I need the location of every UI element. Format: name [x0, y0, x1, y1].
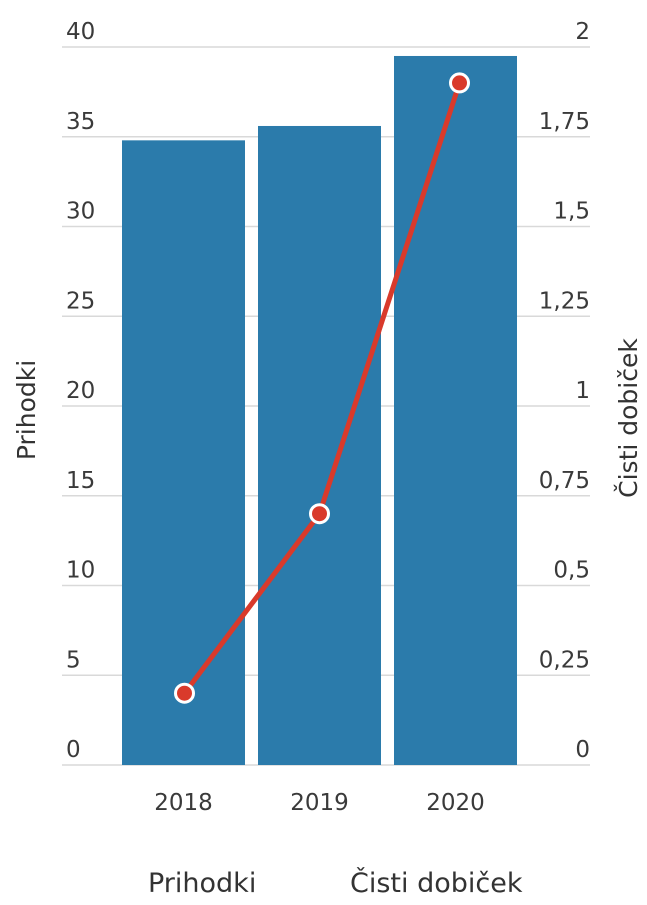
y-right-tick-label: 1,75 [539, 109, 590, 135]
y-left-tick-label: 25 [66, 288, 95, 314]
y-right-tick-label: 2 [575, 19, 590, 45]
y-right-tick-label: 1 [575, 378, 590, 404]
y-left-tick-label: 10 [66, 558, 95, 584]
y-left-tick-label: 5 [66, 647, 81, 673]
legend: Prihodki Čisti dobiček [0, 868, 647, 905]
y-left-tick-label: 40 [66, 19, 95, 45]
y-left-tick-label: 0 [66, 737, 81, 763]
x-tick-label: 2018 [154, 790, 213, 816]
line-point [174, 682, 195, 704]
y-right-tick-label: 0 [575, 737, 590, 763]
y-right-axis-title: Čisti dobiček [613, 338, 643, 498]
x-tick-label: 2019 [290, 790, 349, 816]
bar [122, 140, 245, 766]
line-point [309, 503, 330, 525]
y-right-tick-label: 0,75 [539, 468, 590, 494]
legend-item-cisti-dobicek: Čisti dobiček [350, 868, 523, 899]
y-left-axis-title: Prihodki [12, 360, 41, 460]
bar [258, 125, 381, 766]
y-left-tick-label: 20 [66, 378, 95, 404]
y-right-tick-label: 0,25 [539, 647, 590, 673]
bar [394, 55, 517, 766]
y-left-tick-label: 15 [66, 468, 95, 494]
y-left-tick-label: 30 [66, 199, 95, 225]
y-right-tick-label: 1,25 [539, 288, 590, 314]
legend-item-prihodki: Prihodki [148, 868, 257, 899]
y-left-tick-label: 35 [66, 109, 95, 135]
y-right-tick-label: 1,5 [553, 199, 590, 225]
y-right-tick-label: 0,5 [553, 558, 590, 584]
line-point [449, 72, 470, 94]
x-tick-label: 2020 [426, 790, 485, 816]
